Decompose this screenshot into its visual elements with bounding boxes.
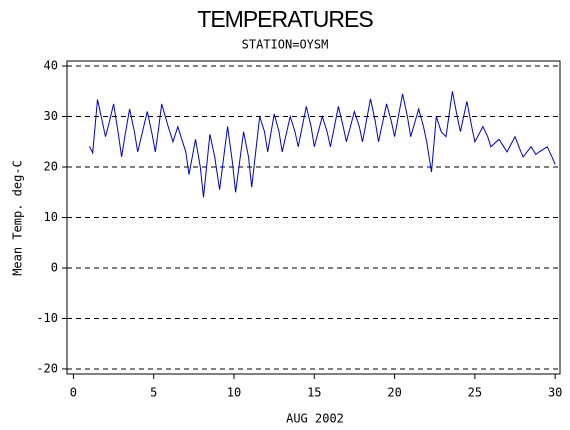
- chart-title: TEMPERATURES: [197, 6, 373, 32]
- x-axis-label: AUG 2002: [286, 412, 344, 426]
- y-axis-label: Mean Temp. deg-C: [11, 160, 25, 276]
- y-tick-label: 40: [44, 59, 58, 73]
- y-tick-label: 10: [44, 210, 58, 224]
- y-tick-label: 20: [44, 160, 58, 174]
- x-tick-label: 25: [468, 386, 482, 400]
- x-tick-label: 10: [227, 386, 241, 400]
- y-tick-label: -10: [36, 311, 58, 325]
- x-tick-label: 30: [548, 386, 562, 400]
- y-tick-label: -20: [36, 361, 58, 375]
- chart-subtitle: STATION=OYSM: [242, 38, 329, 52]
- y-tick-label: 0: [51, 260, 58, 274]
- y-tick-label: 30: [44, 109, 58, 123]
- x-tick-label: 15: [307, 386, 321, 400]
- x-tick-label: 0: [70, 386, 77, 400]
- x-tick-label: 20: [387, 386, 401, 400]
- data-line: [89, 91, 556, 198]
- x-tick-label: 5: [150, 386, 157, 400]
